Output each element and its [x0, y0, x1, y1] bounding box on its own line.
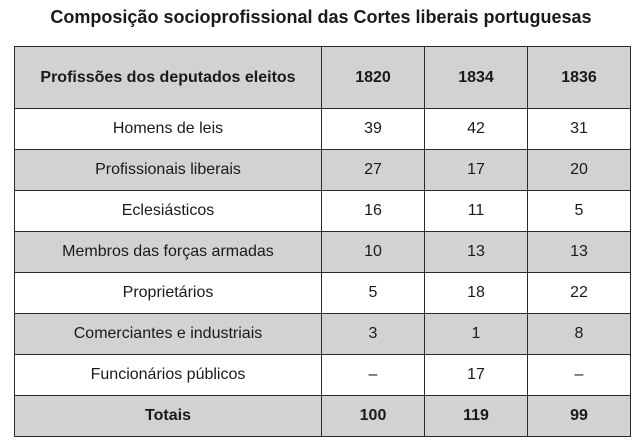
row-label: Funcionários públicos: [14, 354, 322, 396]
row-label: Comerciantes e industriais: [14, 313, 322, 355]
cell-1820: 5: [321, 272, 425, 314]
cell-1834: 11: [424, 190, 528, 232]
cell-1836: 20: [527, 149, 631, 191]
cell-1836: 31: [527, 108, 631, 150]
row-label: Homens de leis: [14, 108, 322, 150]
composition-table: Profissões dos deputados eleitos 1820 18…: [14, 46, 631, 437]
cell-1834: 17: [424, 354, 528, 396]
total-1836: 99: [527, 395, 631, 437]
cell-1834: 1: [424, 313, 528, 355]
row-label: Profissionais liberais: [14, 149, 322, 191]
cell-1820: 3: [321, 313, 425, 355]
total-1834: 119: [424, 395, 528, 437]
table-row: Comerciantes e industriais 3 1 8: [14, 313, 631, 355]
cell-1836: 8: [527, 313, 631, 355]
column-header-1834: 1834: [424, 46, 528, 109]
row-label: Eclesiásticos: [14, 190, 322, 232]
cell-1836: 13: [527, 231, 631, 273]
cell-1834: 18: [424, 272, 528, 314]
cell-1834: 17: [424, 149, 528, 191]
table-row: Eclesiásticos 16 11 5: [14, 190, 631, 232]
cell-1836: 5: [527, 190, 631, 232]
cell-1834: 13: [424, 231, 528, 273]
cell-1836: 22: [527, 272, 631, 314]
cell-1820: 16: [321, 190, 425, 232]
column-header-1836: 1836: [527, 46, 631, 109]
cell-1820: 10: [321, 231, 425, 273]
table-row: Homens de leis 39 42 31: [14, 108, 631, 150]
table-row: Membros das forças armadas 10 13 13: [14, 231, 631, 273]
row-label: Membros das forças armadas: [14, 231, 322, 273]
cell-1820: 27: [321, 149, 425, 191]
cell-1820: 39: [321, 108, 425, 150]
table-row: Proprietários 5 18 22: [14, 272, 631, 314]
cell-1820: –: [321, 354, 425, 396]
table-header-row: Profissões dos deputados eleitos 1820 18…: [14, 46, 631, 109]
table-row: Funcionários públicos – 17 –: [14, 354, 631, 396]
row-label: Proprietários: [14, 272, 322, 314]
totals-row: Totais 100 119 99: [14, 395, 631, 437]
totals-label: Totais: [14, 395, 322, 437]
cell-1836: –: [527, 354, 631, 396]
column-header-profession: Profissões dos deputados eleitos: [14, 46, 322, 109]
total-1820: 100: [321, 395, 425, 437]
page-title: Composição socioprofissional das Cortes …: [50, 7, 592, 27]
cell-1834: 42: [424, 108, 528, 150]
table-row: Profissionais liberais 27 17 20: [14, 149, 631, 191]
column-header-1820: 1820: [321, 46, 425, 109]
